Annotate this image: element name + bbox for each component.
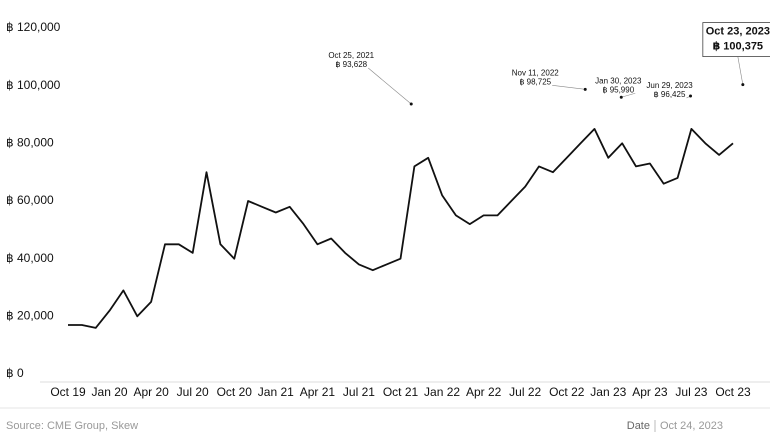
x-tick-label: Jul 22 (509, 385, 541, 399)
y-tick-label: ฿ 120,000 (6, 20, 61, 34)
date: Oct 24, 2023 (660, 420, 723, 432)
annotation-value: ฿ 96,425 (654, 90, 686, 99)
annotation-date: Oct 23, 2023 (706, 25, 770, 37)
x-tick-label: Oct 23 (715, 385, 751, 399)
x-tick-label: Apr 22 (466, 385, 502, 399)
leader (621, 92, 636, 98)
x-tick-label: Jan 22 (424, 385, 460, 399)
annotation-point (619, 95, 623, 99)
date-label: Date (627, 420, 650, 432)
y-tick-label: ฿ 40,000 (6, 251, 54, 265)
annotation-value: ฿ 93,628 (335, 60, 367, 69)
callout-box (702, 22, 770, 57)
x-tick-label: Apr 23 (632, 385, 668, 399)
leader (552, 85, 586, 90)
annotation-value: ฿ 95,990 (602, 85, 634, 94)
annotation-point (689, 94, 693, 98)
annotation-date: Oct 25, 2021 (328, 51, 374, 60)
x-tick-label: Oct 19 (50, 385, 86, 399)
x-tick-label: Oct 21 (383, 385, 419, 399)
annotation-value: ฿ 100,375 (713, 40, 763, 52)
x-tick-label: Apr 21 (300, 385, 336, 399)
x-tick-label: Jan 23 (590, 385, 626, 399)
y-tick-label: ฿ 60,000 (6, 193, 54, 207)
annotation-point (583, 87, 587, 91)
y-tick-label: ฿ 80,000 (6, 136, 54, 150)
x-tick-label: Jul 21 (343, 385, 375, 399)
annotation-date: Jun 29, 2023 (646, 81, 693, 90)
x-tick-label: Jan 21 (258, 385, 294, 399)
leader (737, 56, 744, 85)
annotation-value: ฿ 98,725 (519, 77, 551, 86)
x-tick-label: Oct 22 (549, 385, 585, 399)
source: Source: CME Group, Skew (6, 420, 138, 432)
x-tick-label: Oct 20 (217, 385, 253, 399)
x-tick-label: Jan 20 (92, 385, 128, 399)
annotation-point (409, 102, 413, 106)
x-tick-label: Apr 20 (133, 385, 169, 399)
y-tick-label: ฿ 0 (6, 366, 24, 380)
line (68, 128, 734, 329)
x-tick-label: Jul 23 (675, 385, 707, 399)
annotation-date: Jan 30, 2023 (595, 76, 642, 85)
leader (368, 67, 412, 105)
y-tick-label: ฿ 20,000 (6, 309, 54, 323)
annotation-point (741, 83, 745, 87)
x-tick-label: Jul 20 (177, 385, 209, 399)
annotation-date: Nov 11, 2022 (512, 68, 560, 77)
y-tick-label: ฿ 100,000 (6, 78, 61, 92)
